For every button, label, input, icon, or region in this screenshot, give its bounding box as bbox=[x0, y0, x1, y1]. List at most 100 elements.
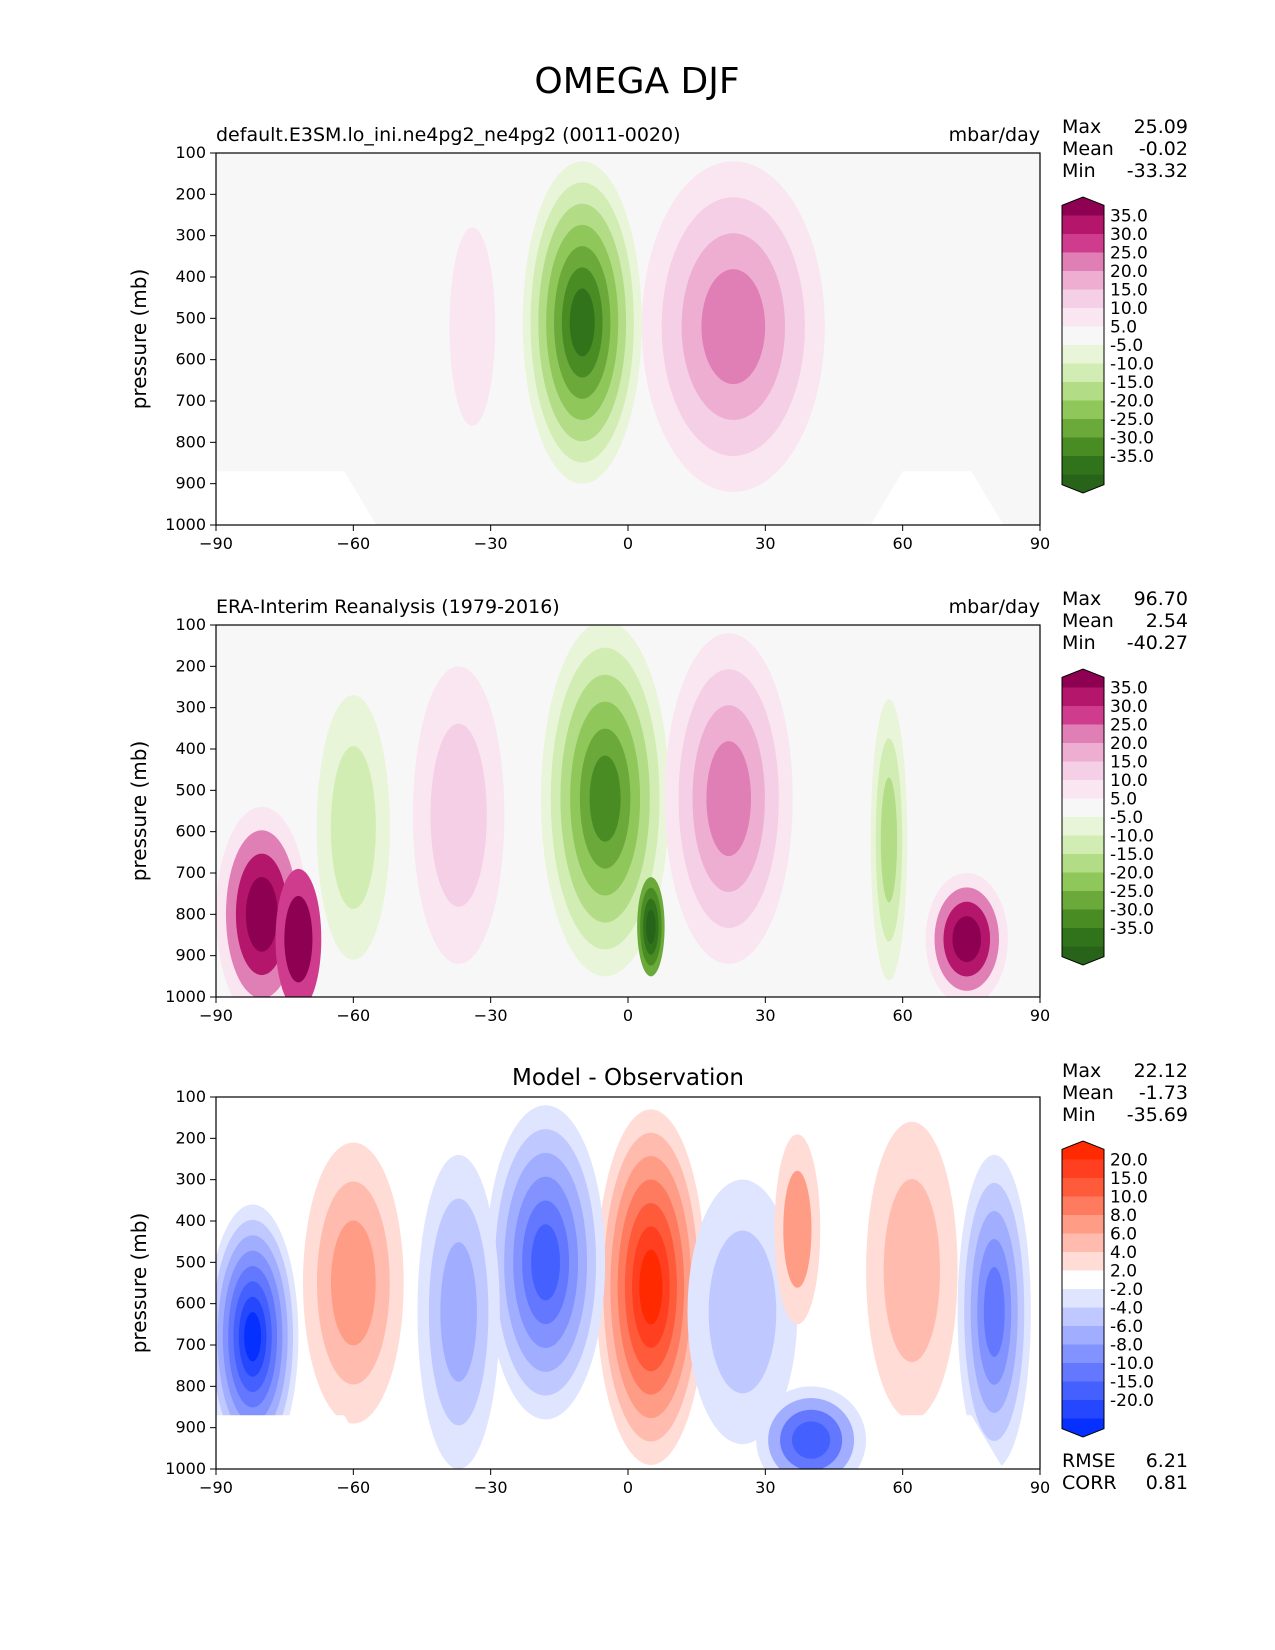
colorbar-swatch bbox=[1062, 1381, 1104, 1401]
x-tick-label: 30 bbox=[755, 1478, 775, 1497]
colorbar-swatch bbox=[1062, 456, 1104, 475]
colorbar-label: -15.0 bbox=[1110, 373, 1154, 393]
contour-level-1-7 bbox=[569, 288, 595, 357]
colorbar-label: 2.0 bbox=[1110, 1262, 1137, 1282]
colorbar-label: 20.0 bbox=[1110, 734, 1148, 754]
contour-level-8-2 bbox=[883, 1179, 940, 1363]
contour-level-3-1 bbox=[449, 227, 496, 426]
y-tick-label: 700 bbox=[175, 1335, 206, 1354]
stat-value: -35.69 bbox=[1127, 1104, 1188, 1126]
x-tick-label: −90 bbox=[199, 1478, 233, 1497]
colorbar-swatch bbox=[1062, 363, 1104, 383]
stat-name: Max bbox=[1062, 588, 1101, 610]
units-label: mbar/day bbox=[949, 596, 1040, 618]
contour-level-6-2 bbox=[708, 1230, 777, 1394]
colorbar-swatch bbox=[1062, 1270, 1104, 1290]
x-tick-label: −30 bbox=[474, 1478, 508, 1497]
colorbar-label: -10.0 bbox=[1110, 827, 1154, 847]
terrain-mask-south bbox=[216, 1415, 377, 1469]
y-tick-label: 1000 bbox=[165, 987, 206, 1006]
colorbar-swatch bbox=[1062, 669, 1104, 688]
colorbar-swatch bbox=[1062, 909, 1104, 929]
y-tick-label: 400 bbox=[175, 1211, 206, 1230]
colorbar-swatch bbox=[1062, 1196, 1104, 1216]
colorbar-swatch bbox=[1062, 271, 1104, 290]
y-tick-label: 900 bbox=[175, 946, 206, 965]
colorbar-label: -35.0 bbox=[1110, 919, 1154, 939]
colorbar-label: -5.0 bbox=[1110, 336, 1143, 356]
colorbar-swatch bbox=[1062, 854, 1104, 873]
colorbar-label: 35.0 bbox=[1110, 679, 1148, 699]
y-axis-label: pressure (mb) bbox=[127, 1213, 151, 1354]
colorbar-label: 35.0 bbox=[1110, 207, 1148, 227]
contour-level-9-2 bbox=[783, 1170, 812, 1288]
stat-name: Max bbox=[1062, 116, 1101, 138]
panels: −90 −60 −30 0 30 60 90100200300400500600700800… bbox=[127, 116, 1188, 1497]
stat-name: Mean bbox=[1062, 138, 1114, 160]
panel-title: Model - Observation bbox=[512, 1065, 744, 1091]
colorbar-swatch bbox=[1062, 872, 1104, 892]
y-tick-label: 600 bbox=[175, 350, 206, 369]
x-tick-label: 30 bbox=[755, 1006, 775, 1025]
colorbar-label: 6.0 bbox=[1110, 1225, 1137, 1245]
colorbar-swatch bbox=[1062, 308, 1104, 327]
contour-level-2-4 bbox=[701, 269, 766, 385]
contour-level-4-3 bbox=[440, 1242, 477, 1382]
stat-name: CORR bbox=[1062, 1472, 1117, 1494]
colorbar-label: 8.0 bbox=[1110, 1206, 1137, 1226]
stat-value: -33.32 bbox=[1127, 160, 1188, 182]
colorbar-swatch bbox=[1062, 724, 1104, 744]
colorbar-swatch bbox=[1062, 835, 1104, 855]
stat-name: RMSE bbox=[1062, 1450, 1116, 1472]
colorbar-swatch bbox=[1062, 400, 1104, 420]
colorbar-label: 5.0 bbox=[1110, 790, 1137, 810]
colorbar-label: 15.0 bbox=[1110, 753, 1148, 773]
panel-title: default.E3SM.lo_ini.ne4pg2_ne4pg2 (0011-… bbox=[216, 124, 681, 146]
panel-title: ERA-Interim Reanalysis (1979-2016) bbox=[216, 596, 560, 618]
y-tick-label: 600 bbox=[175, 1294, 206, 1313]
contour-level-3-3 bbox=[330, 1220, 376, 1346]
colorbar-label: 5.0 bbox=[1110, 318, 1137, 338]
stat-name: Min bbox=[1062, 632, 1096, 654]
colorbar-swatch bbox=[1062, 1326, 1104, 1345]
units-label: mbar/day bbox=[949, 124, 1040, 146]
y-tick-label: 700 bbox=[175, 863, 206, 882]
colorbar-label: -20.0 bbox=[1110, 864, 1154, 884]
y-axis-label: pressure (mb) bbox=[127, 741, 151, 882]
colorbar-swatch bbox=[1062, 817, 1104, 836]
colorbar-swatch bbox=[1062, 928, 1104, 947]
y-tick-label: 100 bbox=[175, 615, 206, 634]
contour-level-5-2 bbox=[330, 746, 376, 909]
colorbar-swatch bbox=[1062, 761, 1104, 781]
panel-2: −90 −60 −30 0 30 60 90 100 200 300 400 500 600 700 800… bbox=[127, 588, 1188, 1025]
colorbar-label: 30.0 bbox=[1110, 225, 1148, 245]
colorbar-swatch bbox=[1062, 419, 1104, 438]
colorbar-swatch bbox=[1062, 798, 1104, 818]
colorbar-swatch bbox=[1062, 326, 1104, 346]
colorbar-label: 15.0 bbox=[1110, 281, 1148, 301]
colorbar-swatch bbox=[1062, 1307, 1104, 1327]
x-tick-label: 90 bbox=[1030, 1478, 1050, 1497]
colorbar-label: 20.0 bbox=[1110, 262, 1148, 282]
contour-level-10-5 bbox=[983, 1267, 1005, 1357]
contour-level-6-4 bbox=[245, 876, 278, 952]
x-tick-label: 30 bbox=[755, 534, 775, 553]
contour-level-2-4 bbox=[646, 909, 656, 944]
colorbar-swatch bbox=[1062, 1289, 1104, 1308]
colorbar-swatch bbox=[1062, 215, 1104, 235]
y-tick-label: 700 bbox=[175, 391, 206, 410]
panel-1: −90 −60 −30 0 30 60 90 100 200 300 400 500 600 700 800… bbox=[127, 116, 1188, 553]
colorbar-label: -20.0 bbox=[1110, 1391, 1154, 1411]
y-tick-label: 900 bbox=[175, 1418, 206, 1437]
colorbar-label: -6.0 bbox=[1110, 1317, 1143, 1337]
y-tick-label: 200 bbox=[175, 184, 206, 203]
colorbar-swatch bbox=[1062, 743, 1104, 762]
stat-value: -1.73 bbox=[1139, 1082, 1188, 1104]
colorbar-swatch bbox=[1062, 1418, 1104, 1437]
colorbar-label: 10.0 bbox=[1110, 299, 1148, 319]
x-tick-label: 60 bbox=[892, 1478, 912, 1497]
y-tick-label: 800 bbox=[175, 432, 206, 451]
y-tick-label: 1000 bbox=[165, 1459, 206, 1478]
colorbar-swatch bbox=[1062, 382, 1104, 401]
stat-value: -40.27 bbox=[1127, 632, 1188, 654]
